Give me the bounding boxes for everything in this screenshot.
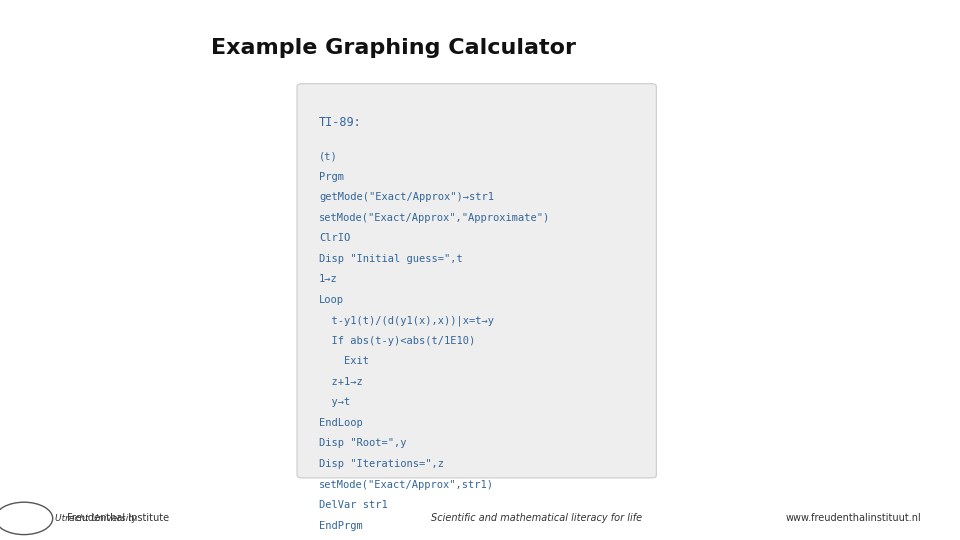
Text: EndLoop: EndLoop	[319, 418, 363, 428]
Text: 1→z: 1→z	[319, 274, 338, 285]
Text: If abs(t-y)<abs(t/1E10): If abs(t-y)<abs(t/1E10)	[319, 336, 475, 346]
Text: z+1→z: z+1→z	[319, 377, 363, 387]
Text: Disp "Iterations=",z: Disp "Iterations=",z	[319, 459, 444, 469]
Text: Disp "Initial guess=",t: Disp "Initial guess=",t	[319, 254, 463, 264]
FancyBboxPatch shape	[297, 84, 657, 478]
Text: y→t: y→t	[319, 397, 350, 408]
Text: ClrIO: ClrIO	[319, 233, 350, 244]
Text: TI-89:: TI-89:	[319, 116, 362, 129]
Text: EndPrgm: EndPrgm	[319, 521, 363, 531]
Text: setMode("Exact/Approx","Approximate"): setMode("Exact/Approx","Approximate")	[319, 213, 550, 223]
Text: Disp "Root=",y: Disp "Root=",y	[319, 438, 407, 449]
Text: Exit: Exit	[319, 356, 369, 367]
Text: getMode("Exact/Approx")→str1: getMode("Exact/Approx")→str1	[319, 192, 494, 202]
Text: Prgm: Prgm	[319, 172, 344, 182]
Text: (t): (t)	[319, 151, 338, 161]
Text: Utrecht University: Utrecht University	[55, 514, 136, 523]
Text: Freudenthal Institute: Freudenthal Institute	[67, 514, 169, 523]
Text: DelVar str1: DelVar str1	[319, 500, 388, 510]
Text: Scientific and mathematical literacy for life: Scientific and mathematical literacy for…	[431, 514, 642, 523]
Text: Example Graphing Calculator: Example Graphing Calculator	[211, 38, 576, 58]
Text: www.freudenthalinstituut.nl: www.freudenthalinstituut.nl	[785, 514, 922, 523]
Text: Loop: Loop	[319, 295, 344, 305]
Text: setMode("Exact/Approx",str1): setMode("Exact/Approx",str1)	[319, 480, 494, 490]
Text: t-y1(t)/(d(y1(x),x))|x=t→y: t-y1(t)/(d(y1(x),x))|x=t→y	[319, 315, 494, 326]
